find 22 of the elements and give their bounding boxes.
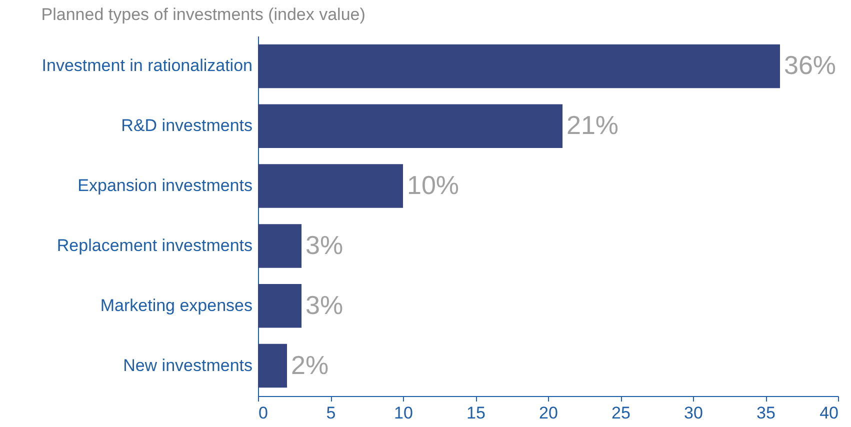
x-tick-label: 15 (466, 404, 486, 422)
data-label: 3% (306, 290, 344, 320)
x-tick-label: 0 (258, 404, 268, 422)
y-tick-label: R&D investments (121, 116, 252, 136)
x-tick-label: 10 (394, 404, 413, 422)
y-tick-label: Expansion investments (78, 176, 252, 196)
data-label: 36% (784, 50, 836, 80)
data-label: 2% (291, 350, 329, 380)
y-tick-label: New investments (123, 356, 252, 375)
x-tick-label: 35 (756, 404, 776, 422)
x-tick-label: 40 (820, 404, 838, 422)
x-tick-label: 30 (684, 404, 703, 422)
x-tick-label: 20 (539, 404, 558, 422)
x-tick-label: 25 (612, 404, 630, 422)
chart-title: Planned types of investments (index value) (41, 5, 366, 24)
data-label: 21% (566, 110, 619, 140)
data-label: 3% (306, 230, 344, 260)
data-label: 10% (407, 170, 460, 200)
y-tick-label: Replacement investments (56, 236, 252, 255)
y-tick-label: Marketing expenses (100, 296, 252, 315)
x-tick-label: 5 (326, 404, 336, 422)
y-tick-label: Investment in rationalization (42, 56, 252, 76)
